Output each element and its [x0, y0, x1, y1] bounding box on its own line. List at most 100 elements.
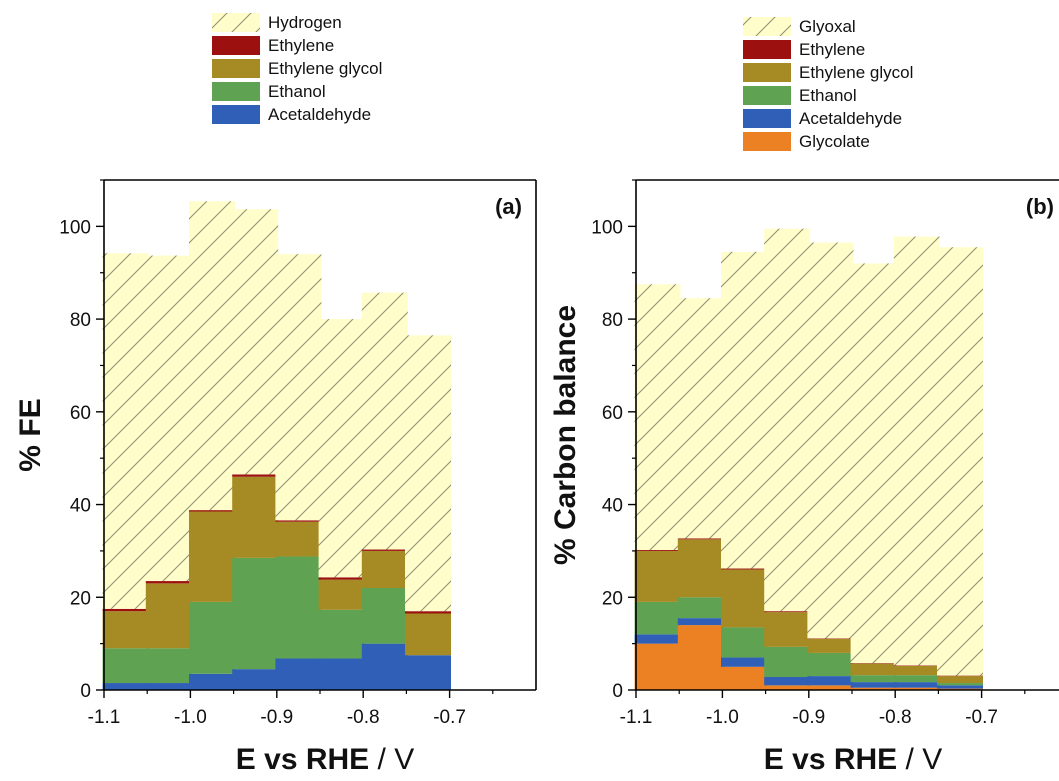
y-axis-title: % Carbon balance: [549, 305, 582, 565]
bar-ethylene-glycol-8: [937, 676, 983, 684]
bar-hydrogen-4: [232, 209, 279, 475]
legend-label-ethylene: Ethylene: [799, 40, 865, 59]
bar-ethanol-3: [721, 627, 767, 658]
legend-label-glycolate: Glycolate: [799, 132, 870, 151]
bar-hydrogen-8: [405, 335, 451, 612]
bar-ethylene-glycol-6: [850, 663, 897, 676]
bar-glyoxal-1: [634, 284, 681, 550]
legend-label-ethanol: Ethanol: [268, 82, 326, 101]
legend: Glyoxal Ethylene Ethylene glycol Ethanol Ace…: [743, 17, 913, 151]
bar-ethylene-glycol-4: [232, 476, 279, 558]
x-axis-title-quantity: E vs RHE: [764, 743, 897, 776]
bar-glyoxal-2: [677, 298, 724, 539]
bar-ethylene-glycol-2: [677, 539, 724, 598]
bar-acetaldehyde-2: [677, 618, 724, 626]
bar-ethylene-5: [275, 520, 322, 522]
bar-glycolate-5: [807, 685, 854, 690]
legend-label-glyoxal: Glyoxal: [799, 17, 856, 36]
bar-ethanol-8: [937, 683, 983, 686]
legend-swatch-ethylene: [212, 36, 260, 55]
bar-glycolate-1: [634, 643, 681, 690]
x-axis-title: E vs RHE / V: [764, 743, 942, 776]
y-tick-label: 40: [70, 496, 91, 517]
bar-glyoxal-3: [721, 251, 767, 569]
bar-acetaldehyde-6: [850, 682, 897, 688]
legend-label-ethylene: Ethylene: [268, 36, 334, 55]
bar-acetaldehyde-8: [405, 655, 451, 690]
y-tick-label: 20: [602, 588, 623, 609]
bar-ethanol-5: [807, 652, 854, 677]
bar-ethylene-glycol-3: [189, 511, 235, 602]
bar-acetaldehyde-3: [721, 657, 767, 667]
bar-ethylene-6: [318, 577, 365, 580]
x-axis-title-quantity: E vs RHE: [236, 743, 369, 776]
legend-label-ethanol: Ethanol: [799, 86, 857, 105]
bar-ethanol-7: [361, 588, 408, 644]
bar-ethylene-3: [721, 568, 767, 570]
bar-ethylene-glycol-7: [361, 550, 408, 588]
legend-swatch-acetaldehyde: [743, 109, 791, 128]
legend-label-acetaldehyde: Acetaldehyde: [268, 105, 371, 124]
bar-ethylene-7: [361, 549, 408, 551]
x-axis-title-unit: / V: [369, 743, 414, 776]
bar-ethanol-6: [318, 609, 365, 659]
bar-ethanol-4: [764, 646, 811, 678]
bar-ethanol-3: [189, 601, 235, 674]
y-ticks: 0 20 40 60 80 100: [591, 179, 636, 702]
bar-acetaldehyde-4: [764, 677, 811, 686]
chart-panel-b: 0 20 40 60 80 100 -1.1 -1.0 -0.9 -0.8 -0.7 (b) % Car…: [549, 17, 1059, 776]
y-tick-label: 80: [70, 310, 91, 331]
bar-hydrogen-6: [318, 319, 365, 578]
bar-glyoxal-5: [807, 242, 854, 639]
bar-ethanol-7: [893, 675, 940, 683]
bar-ethylene-glycol-5: [807, 639, 854, 653]
bar-acetaldehyde-3: [189, 673, 235, 690]
legend-label-acetaldehyde: Acetaldehyde: [799, 109, 902, 128]
y-tick-label: 80: [602, 310, 623, 331]
bar-glycolate-3: [721, 666, 767, 690]
bar-ethylene-4: [232, 474, 279, 477]
y-tick-label: 100: [59, 217, 91, 238]
bar-glycolate-4: [764, 685, 811, 690]
bar-glyoxal-7: [893, 236, 940, 666]
bar-ethylene-glycol-7: [893, 665, 940, 676]
y-tick-label: 60: [70, 403, 91, 424]
bar-hydrogen-5: [275, 254, 322, 521]
bar-ethanol-5: [275, 556, 322, 659]
x-ticks: -1.1 -1.0 -0.9 -0.8 -0.7: [620, 690, 1026, 728]
legend-swatch-ethanol: [212, 82, 260, 101]
x-tick-label: -0.7: [433, 707, 466, 728]
bar-glycolate-6: [850, 687, 897, 690]
bar-ethylene-1: [102, 608, 149, 612]
y-axis-title: % FE: [14, 398, 47, 471]
legend-label-hydrogen: Hydrogen: [268, 13, 342, 32]
x-tick-label: -1.1: [620, 707, 653, 728]
x-tick-label: -1.0: [706, 707, 739, 728]
panel-label: (a): [495, 194, 522, 219]
bar-acetaldehyde-5: [275, 658, 322, 690]
legend-swatch-glyoxal: [743, 17, 791, 36]
bar-glyoxal-8: [937, 247, 983, 676]
bar-ethylene-2: [677, 538, 724, 540]
x-tick-label: -0.8: [347, 707, 380, 728]
bar-acetaldehyde-8: [937, 685, 983, 689]
y-tick-label: 100: [591, 217, 623, 238]
x-axis-title: E vs RHE / V: [236, 743, 414, 776]
bar-glycolate-2: [677, 625, 724, 690]
legend: Hydrogen Ethylene Ethylene glycol Ethanol Ac…: [212, 13, 382, 124]
bar-ethylene-glycol-8: [405, 613, 451, 656]
bar-ethylene-glycol-4: [764, 612, 811, 647]
bar-ethanol-2: [145, 648, 192, 684]
x-tick-label: -1.1: [88, 707, 121, 728]
x-axis-title-unit: / V: [897, 743, 942, 776]
y-tick-label: 40: [602, 496, 623, 517]
y-tick-label: 0: [80, 681, 91, 702]
panel-label: (b): [1026, 194, 1054, 219]
legend-swatch-hydrogen: [212, 13, 260, 32]
bar-ethylene-4: [764, 611, 811, 613]
chart-panel-a: 0 20 40 60 80 100 -1.1 -1.0 -0.9 -0.8 -0.7 (a) % FE E…: [14, 13, 537, 776]
y-ticks: 0 20 40 60 80 100: [59, 179, 104, 702]
legend-swatch-ethanol: [743, 86, 791, 105]
legend-swatch-ethylene-glycol: [743, 63, 791, 82]
